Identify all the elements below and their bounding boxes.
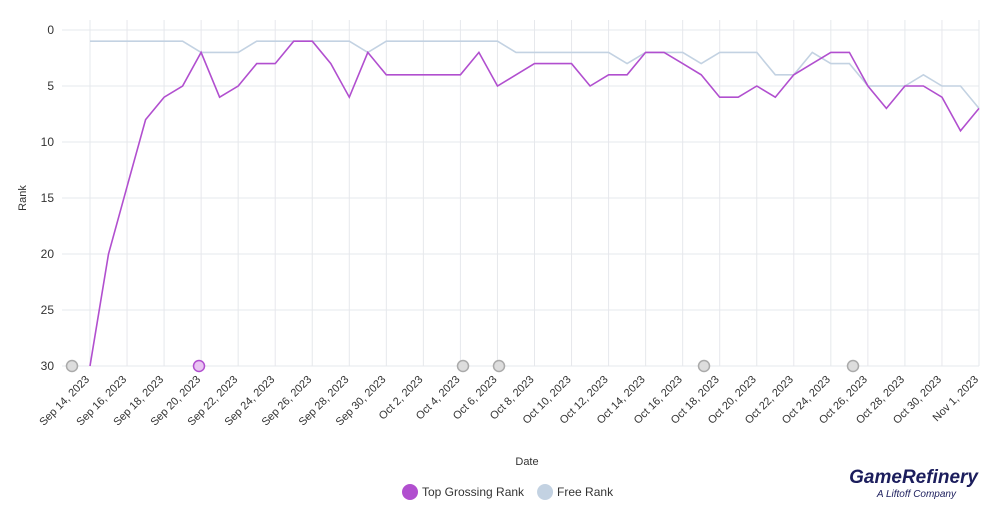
x-axis-label: Date (515, 456, 538, 468)
y-tick-label: 0 (47, 23, 54, 37)
event-marker[interactable] (846, 359, 860, 373)
y-tick-label: 15 (41, 191, 55, 205)
y-axis-label: Rank (17, 185, 29, 211)
event-marker[interactable] (492, 359, 506, 373)
event-markers (65, 359, 860, 373)
brand-tagline: A Liftoff Company (876, 489, 957, 500)
legend-marker (402, 484, 418, 500)
legend-label: Free Rank (557, 485, 614, 499)
series-line (89, 40, 980, 367)
event-marker[interactable] (456, 359, 470, 373)
event-marker[interactable] (65, 359, 79, 373)
y-tick-label: 25 (41, 303, 55, 317)
y-tick-label: 30 (41, 359, 55, 373)
y-tick-label: 20 (41, 247, 55, 261)
y-tick-label: 5 (47, 79, 54, 93)
brand-name: GameRefinery (849, 467, 979, 488)
series-line (90, 40, 980, 109)
event-marker[interactable] (697, 359, 711, 373)
y-tick-label: 10 (41, 135, 55, 149)
legend-label: Top Grossing Rank (422, 485, 525, 499)
legend-marker (537, 484, 554, 500)
event-marker[interactable] (192, 359, 206, 373)
